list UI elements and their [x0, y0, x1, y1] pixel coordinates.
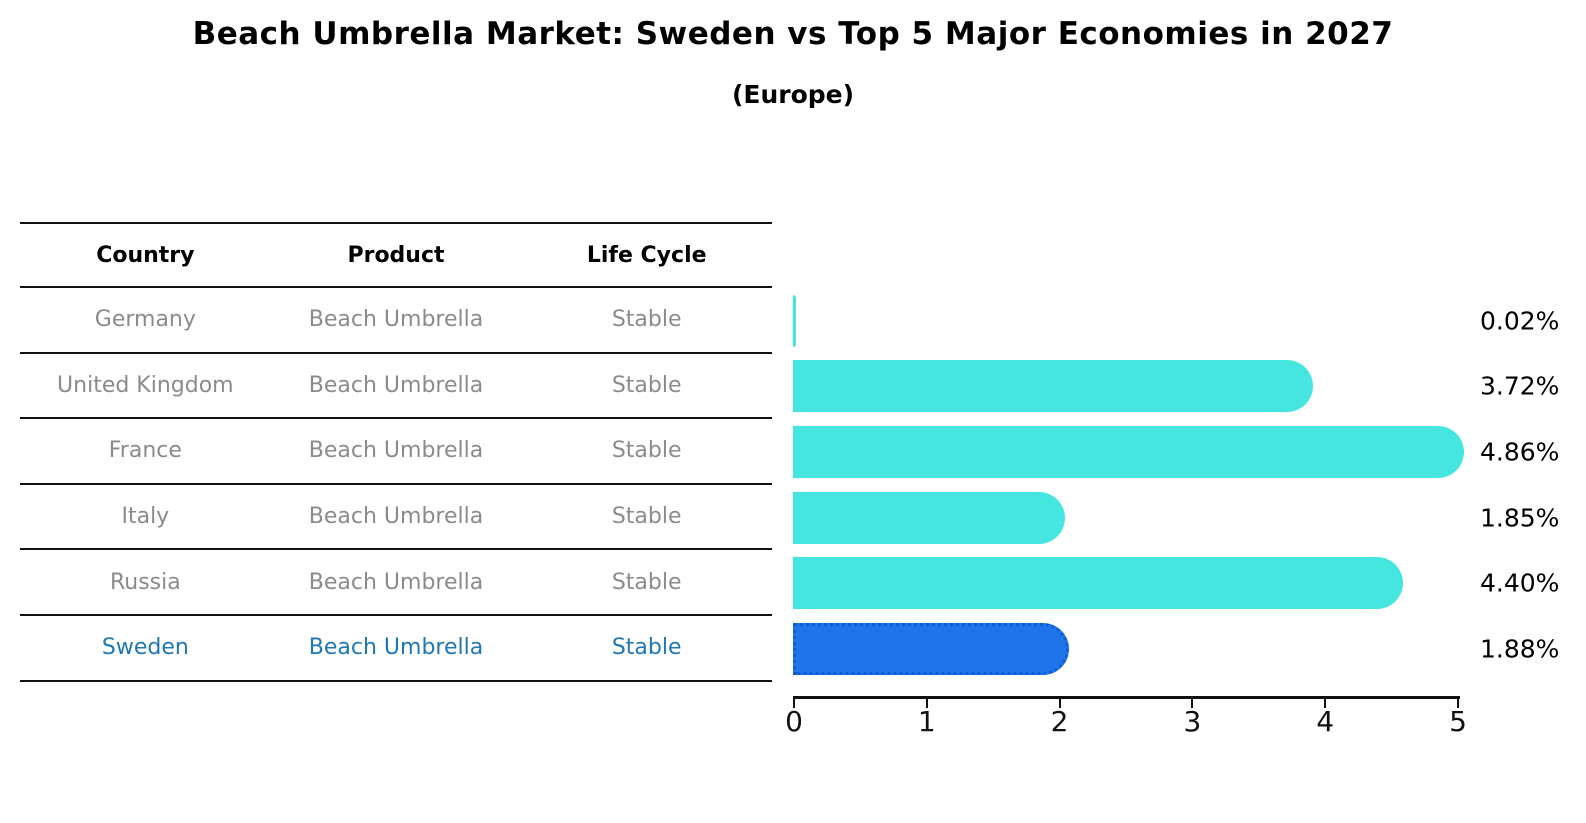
x-axis-tick-label: 3: [1183, 705, 1202, 738]
x-axis-tick-mark: [1457, 698, 1459, 708]
cell-product: Beach Umbrella: [308, 372, 484, 398]
bar-sweden: [793, 622, 1069, 675]
table-row: United Kingdom Beach Umbrella Stable: [20, 354, 772, 420]
cell-country: Sweden: [101, 635, 189, 661]
column-header-country: Country: [96, 242, 195, 268]
cell-product: Beach Umbrella: [308, 438, 484, 464]
table-header-row: Country Product Life Cycle: [20, 222, 772, 288]
cell-life-cycle: Stable: [611, 504, 682, 530]
cell-product: Beach Umbrella: [308, 569, 484, 595]
x-axis-tick-mark: [1058, 698, 1061, 708]
x-axis-tick-label: 4: [1316, 705, 1335, 738]
bar-italy: [793, 491, 1065, 544]
column-header-life-cycle: Life Cycle: [586, 242, 707, 268]
table-row: Sweden Beach Umbrella Stable: [20, 616, 772, 682]
bar-russia: [793, 557, 1404, 610]
cell-life-cycle: Stable: [611, 372, 682, 398]
bar-united-kingdom: [793, 360, 1314, 413]
cell-country: United Kingdom: [57, 372, 234, 398]
comparison-table: Country Product Life Cycle Germany Beach…: [20, 222, 772, 682]
cell-life-cycle: Stable: [611, 569, 682, 595]
cell-country: France: [108, 438, 182, 464]
x-axis-tick-mark: [793, 698, 795, 708]
page-title: Beach Umbrella Market: Sweden vs Top 5 M…: [192, 16, 1394, 52]
cell-life-cycle: Stable: [611, 307, 682, 333]
cell-country: Russia: [109, 569, 181, 595]
cell-product: Beach Umbrella: [308, 504, 484, 530]
x-axis-tick-mark: [1191, 698, 1194, 708]
bar-france: [793, 426, 1465, 478]
cell-country: Italy: [121, 504, 170, 530]
bar-value-label-sweden: 1.88%: [1480, 634, 1560, 664]
bar-value-label-germany: 0.02%: [1480, 306, 1560, 336]
cell-life-cycle: Stable: [611, 438, 682, 464]
table-row: Italy Beach Umbrella Stable: [20, 485, 772, 551]
x-axis-tick-label: 0: [785, 705, 803, 738]
table-row: Russia Beach Umbrella Stable: [20, 550, 772, 616]
column-header-product: Product: [347, 242, 445, 268]
x-axis-tick-mark: [925, 698, 928, 708]
bar-value-label-italy: 1.85%: [1480, 503, 1560, 533]
bar-value-label-united-kingdom: 3.72%: [1480, 371, 1560, 401]
table-body: Germany Beach Umbrella Stable United Kin…: [20, 288, 772, 682]
bar-germany: [793, 294, 796, 347]
bar-value-label-russia: 4.40%: [1480, 568, 1560, 598]
x-axis-tick-label: 5: [1449, 705, 1467, 738]
cell-life-cycle: Stable: [611, 635, 682, 661]
x-axis-line: [793, 696, 1460, 699]
cell-product: Beach Umbrella: [308, 307, 484, 333]
bar-value-label-france: 4.86%: [1480, 437, 1560, 467]
x-axis-tick-label: 2: [1050, 705, 1069, 738]
cell-country: Germany: [94, 307, 196, 333]
table-row: Germany Beach Umbrella Stable: [20, 288, 772, 354]
table-row: France Beach Umbrella Stable: [20, 419, 772, 485]
x-axis-tick-label: 1: [917, 705, 936, 738]
cell-product: Beach Umbrella: [308, 635, 484, 661]
page-subtitle: (Europe): [731, 80, 855, 109]
x-axis-tick-mark: [1324, 698, 1327, 708]
plot-area: 0 1 2 3 4 5: [785, 288, 1493, 748]
